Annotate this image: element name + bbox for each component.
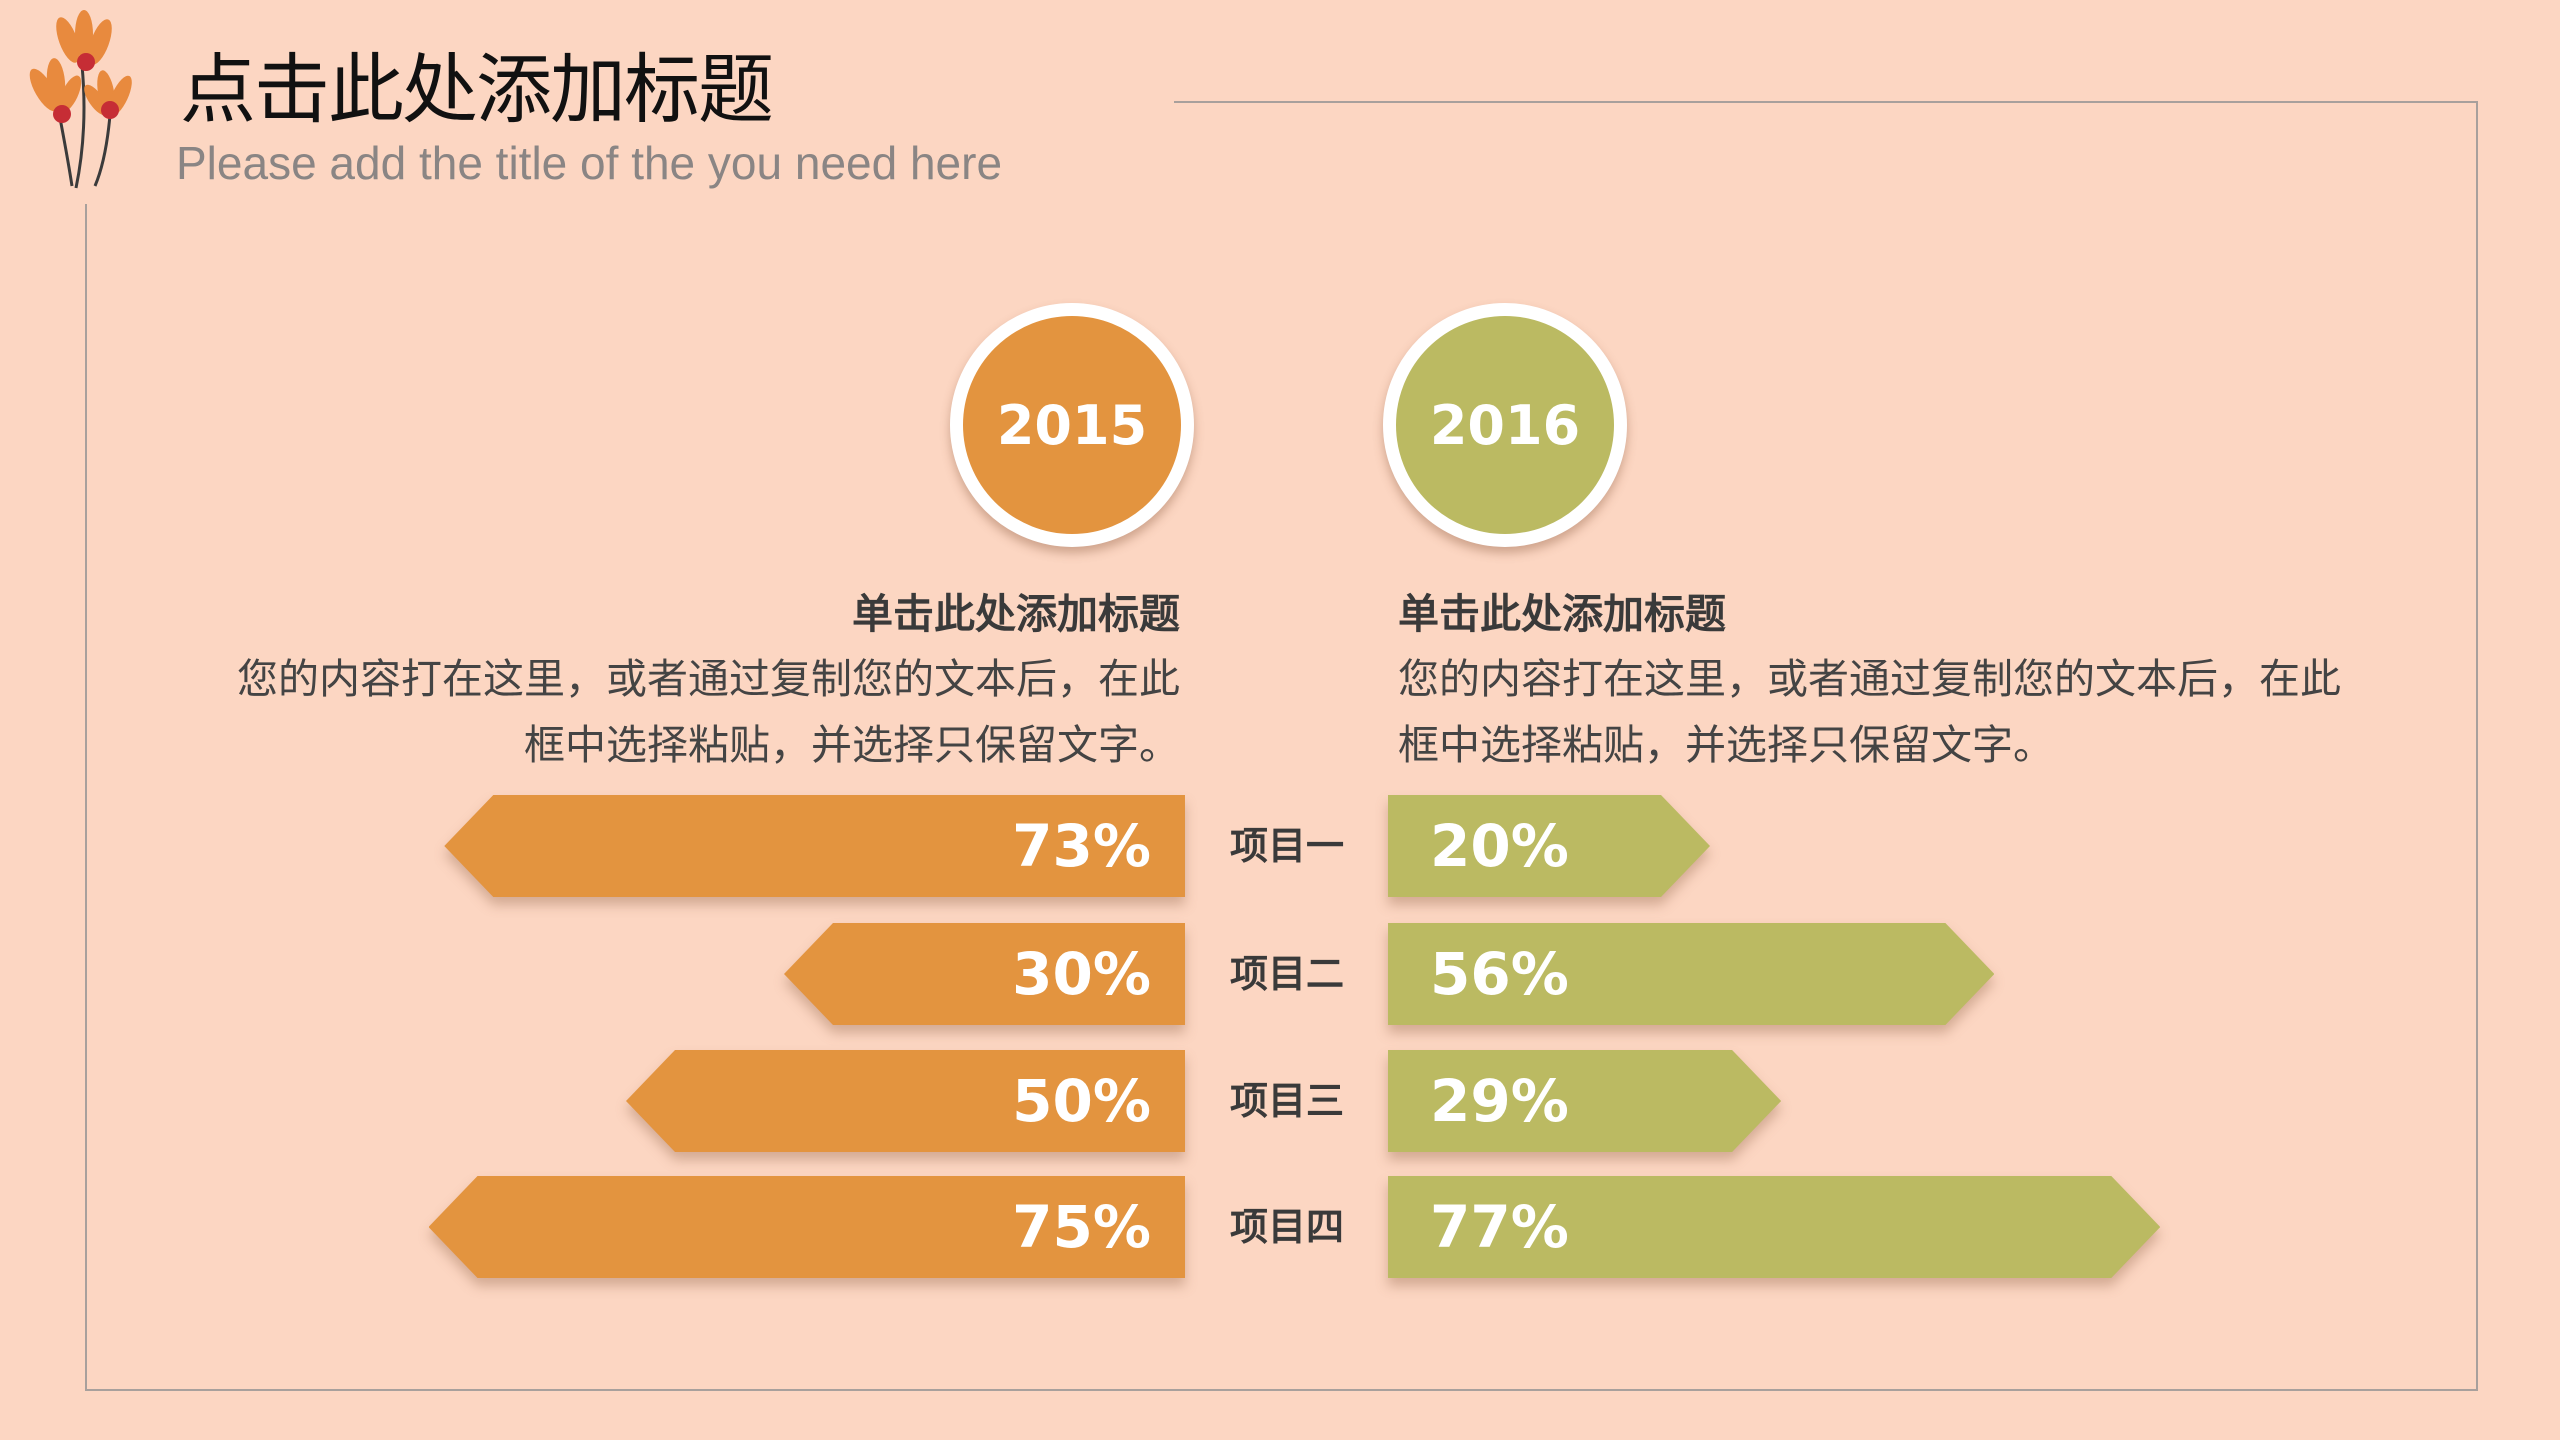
bar-shape — [1388, 1176, 2160, 1278]
year-circle-2015: 2015 — [950, 303, 1194, 547]
bar-shape — [1388, 1050, 1781, 1152]
bar-shape — [1388, 923, 1994, 1025]
bar-shape — [428, 1176, 1185, 1278]
bar-2016: 77% — [1388, 1176, 2160, 1278]
block-body-line: 您的内容打在这里，或者通过复制您的文本后，在此 — [237, 655, 1180, 703]
bar-shape — [1388, 795, 1710, 897]
block-body-line: 您的内容打在这里，或者通过复制您的文本后，在此 — [1398, 655, 2341, 703]
bar-value-label: 75% — [1012, 1193, 1151, 1261]
bar-value-label: 20% — [1430, 812, 1569, 880]
page-title: 点击此处添加标题 — [180, 45, 774, 134]
block-body-line: 框中选择粘贴，并选择只保留文字。 — [1398, 721, 2054, 769]
bar-value-label: 50% — [1012, 1067, 1151, 1135]
bar-value-label: 73% — [1012, 812, 1151, 880]
bar-value-label: 77% — [1430, 1193, 1569, 1261]
year-circle-2016: 2016 — [1383, 303, 1627, 547]
bar-2016: 20% — [1388, 795, 1710, 897]
category-label: 项目三 — [1229, 1079, 1344, 1123]
bar-shape — [444, 795, 1185, 897]
text-block-2016: 单击此处添加标题 您的内容打在这里，或者通过复制您的文本后，在此 框中选择粘贴，… — [1398, 580, 2398, 778]
bar-value-label: 29% — [1430, 1067, 1569, 1135]
bar-shape — [784, 923, 1185, 1025]
frame-line-right — [2476, 101, 2478, 1390]
block-body-line: 框中选择粘贴，并选择只保留文字。 — [524, 721, 1180, 769]
flower-logo-icon — [29, 10, 132, 189]
bar-2015: 73% — [444, 795, 1185, 897]
bar-2016: 56% — [1388, 923, 1994, 1025]
bar-value-label: 56% — [1430, 940, 1569, 1008]
bar-2015: 30% — [784, 923, 1185, 1025]
frame-line-left — [85, 204, 87, 1390]
frame-line-bottom — [85, 1389, 2478, 1391]
bar-shape — [626, 1050, 1185, 1152]
category-label: 项目四 — [1229, 1205, 1344, 1249]
block-heading: 单击此处添加标题 — [1398, 590, 1726, 638]
category-label: 项目一 — [1229, 824, 1344, 868]
category-label: 项目二 — [1229, 952, 1344, 996]
text-block-2015: 单击此处添加标题 您的内容打在这里，或者通过复制您的文本后，在此 框中选择粘贴，… — [180, 580, 1180, 778]
bar-2015: 75% — [428, 1176, 1185, 1278]
bar-2016: 29% — [1388, 1050, 1781, 1152]
frame-line-top — [1174, 101, 2477, 103]
block-heading: 单击此处添加标题 — [852, 590, 1180, 638]
page-subtitle: Please add the title of the you need her… — [176, 137, 1003, 189]
bar-value-label: 30% — [1012, 940, 1151, 1008]
bar-2015: 50% — [626, 1050, 1185, 1152]
